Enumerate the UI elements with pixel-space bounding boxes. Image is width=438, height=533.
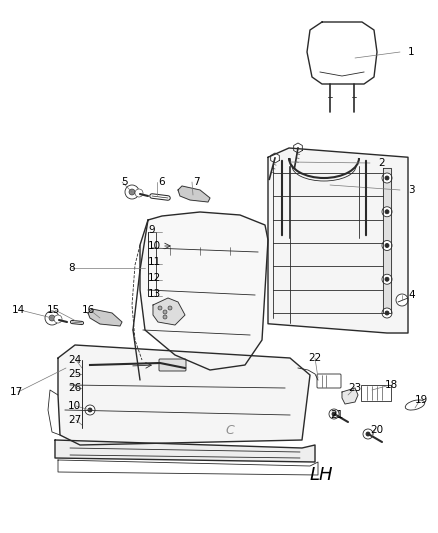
Circle shape bbox=[158, 306, 162, 310]
Text: 11: 11 bbox=[148, 257, 161, 267]
Circle shape bbox=[88, 408, 92, 412]
Circle shape bbox=[135, 189, 143, 197]
Polygon shape bbox=[178, 186, 210, 202]
Circle shape bbox=[385, 311, 389, 315]
Polygon shape bbox=[153, 298, 185, 325]
Circle shape bbox=[363, 429, 373, 439]
Text: 1: 1 bbox=[408, 47, 415, 57]
Circle shape bbox=[366, 432, 370, 436]
Text: 5: 5 bbox=[121, 177, 127, 187]
Text: 10: 10 bbox=[148, 241, 161, 251]
Circle shape bbox=[45, 311, 59, 325]
Polygon shape bbox=[271, 153, 279, 163]
Text: 6: 6 bbox=[158, 177, 165, 187]
Polygon shape bbox=[140, 212, 268, 370]
Polygon shape bbox=[342, 388, 358, 404]
Text: 20: 20 bbox=[370, 425, 383, 435]
Text: 10: 10 bbox=[68, 401, 81, 411]
Polygon shape bbox=[58, 345, 310, 445]
Circle shape bbox=[382, 274, 392, 284]
Ellipse shape bbox=[405, 400, 425, 410]
Text: 16: 16 bbox=[82, 305, 95, 315]
Circle shape bbox=[129, 189, 135, 195]
Circle shape bbox=[385, 176, 389, 180]
Text: C: C bbox=[226, 424, 234, 437]
Text: 13: 13 bbox=[148, 289, 161, 299]
Text: 17: 17 bbox=[10, 387, 23, 397]
Circle shape bbox=[382, 308, 392, 318]
Polygon shape bbox=[88, 309, 122, 326]
Polygon shape bbox=[383, 168, 391, 313]
Circle shape bbox=[385, 244, 389, 247]
Circle shape bbox=[168, 306, 172, 310]
Text: 25: 25 bbox=[68, 369, 81, 379]
Polygon shape bbox=[307, 22, 377, 84]
Circle shape bbox=[382, 173, 392, 183]
Polygon shape bbox=[293, 143, 302, 153]
FancyBboxPatch shape bbox=[361, 385, 391, 401]
Circle shape bbox=[385, 210, 389, 214]
Text: 2: 2 bbox=[378, 158, 385, 168]
Polygon shape bbox=[55, 440, 315, 462]
Circle shape bbox=[163, 315, 167, 319]
Circle shape bbox=[49, 315, 55, 321]
Text: 14: 14 bbox=[12, 305, 25, 315]
Text: 9: 9 bbox=[148, 225, 155, 235]
Text: 19: 19 bbox=[415, 395, 428, 405]
Circle shape bbox=[85, 405, 95, 415]
Text: 18: 18 bbox=[385, 380, 398, 390]
Polygon shape bbox=[268, 148, 408, 333]
Text: 12: 12 bbox=[148, 273, 161, 283]
Text: 8: 8 bbox=[68, 263, 74, 273]
Circle shape bbox=[329, 409, 339, 419]
Text: 7: 7 bbox=[193, 177, 200, 187]
Text: 21: 21 bbox=[330, 410, 343, 420]
Circle shape bbox=[396, 294, 408, 306]
Circle shape bbox=[332, 412, 336, 416]
Circle shape bbox=[382, 207, 392, 217]
Text: 4: 4 bbox=[408, 290, 415, 300]
FancyBboxPatch shape bbox=[159, 359, 186, 371]
Text: 26: 26 bbox=[68, 383, 81, 393]
Text: 27: 27 bbox=[68, 415, 81, 425]
Text: 3: 3 bbox=[408, 185, 415, 195]
Circle shape bbox=[382, 240, 392, 251]
Circle shape bbox=[385, 277, 389, 281]
Text: LH: LH bbox=[310, 466, 333, 484]
Text: 23: 23 bbox=[348, 383, 361, 393]
Text: 24: 24 bbox=[68, 355, 81, 365]
Circle shape bbox=[163, 310, 167, 314]
Text: 22: 22 bbox=[308, 353, 321, 363]
Text: 15: 15 bbox=[47, 305, 60, 315]
Circle shape bbox=[54, 315, 62, 323]
FancyBboxPatch shape bbox=[317, 374, 341, 388]
Circle shape bbox=[125, 185, 139, 199]
